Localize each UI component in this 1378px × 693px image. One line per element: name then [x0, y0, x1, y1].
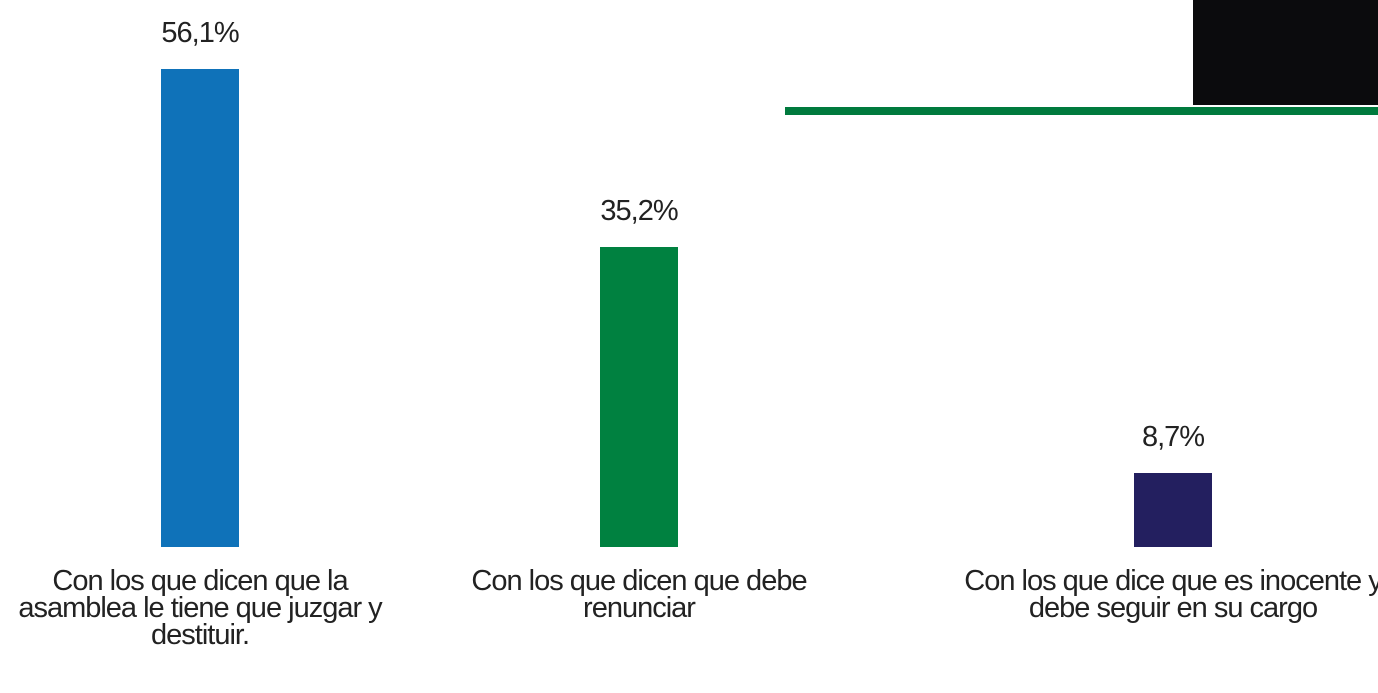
value-label: 35,2%: [600, 195, 678, 228]
value-label: 8,7%: [1141, 420, 1205, 453]
photo-block: [1193, 0, 1378, 105]
category-label: Con los que dicen que la asamblea le tie…: [18, 565, 382, 651]
accent-line: [785, 107, 1378, 115]
category-label: Con los que dicen que debe renunciar: [471, 565, 807, 624]
category-label: Con los que dice que es inocente y debe …: [964, 565, 1378, 624]
bar: [600, 247, 678, 547]
value-label: 56,1%: [161, 17, 239, 50]
bar: [1134, 472, 1212, 547]
bar: [161, 69, 239, 547]
